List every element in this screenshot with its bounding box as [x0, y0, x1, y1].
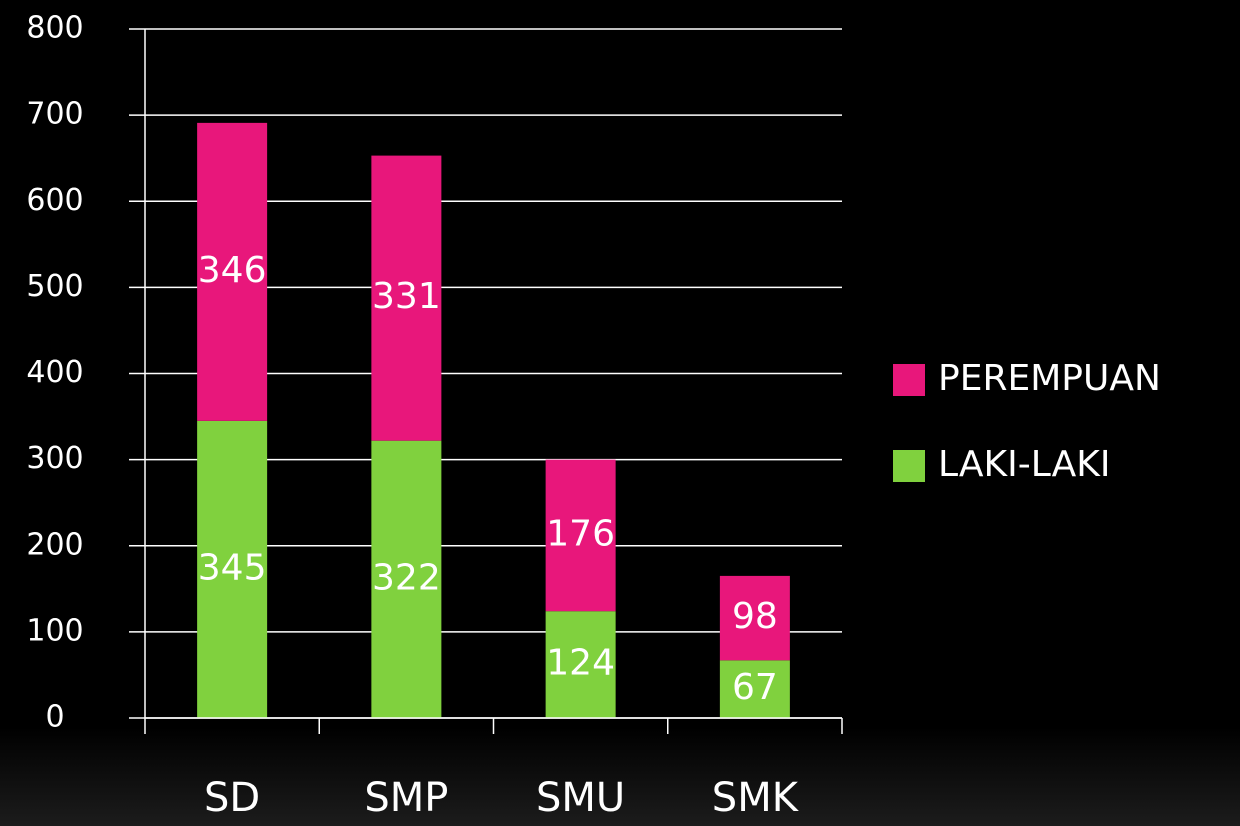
legend-label: LAKI-LAKI [938, 444, 1110, 485]
value-label: 67 [732, 667, 778, 708]
bar-segment [545, 459, 616, 612]
value-label: 98 [732, 596, 778, 637]
value-label: 124 [546, 643, 615, 684]
y-tick-label: 800 [26, 11, 83, 46]
y-tick-label: 600 [26, 183, 83, 218]
bar-segment [197, 420, 268, 718]
y-tick-label: 0 [45, 700, 64, 735]
x-tick-label: SMK [712, 775, 800, 821]
value-label: 176 [546, 513, 615, 554]
bar-segment [371, 440, 442, 718]
y-tick-label: 400 [26, 355, 83, 390]
y-tick-label: 500 [26, 269, 83, 304]
y-tick-label: 100 [26, 613, 83, 648]
legend-swatch [893, 364, 925, 396]
x-tick-label: SMP [364, 775, 448, 821]
x-tick-label: SMU [536, 775, 625, 821]
value-label: 345 [198, 547, 267, 588]
bar-segment [197, 122, 268, 421]
value-label: 322 [372, 557, 441, 598]
bar-segment [719, 660, 790, 718]
y-tick-label: 200 [26, 527, 83, 562]
y-tick-label: 700 [26, 97, 83, 132]
x-tick-label: SD [204, 775, 260, 821]
y-tick-label: 300 [26, 441, 83, 476]
value-label: 331 [372, 276, 441, 317]
bar-segment [719, 575, 790, 661]
value-label: 346 [198, 250, 267, 291]
bar-segment [545, 611, 616, 718]
legend-swatch [893, 450, 925, 482]
bar-segment [371, 155, 442, 441]
legend-label: PEREMPUAN [938, 358, 1161, 399]
